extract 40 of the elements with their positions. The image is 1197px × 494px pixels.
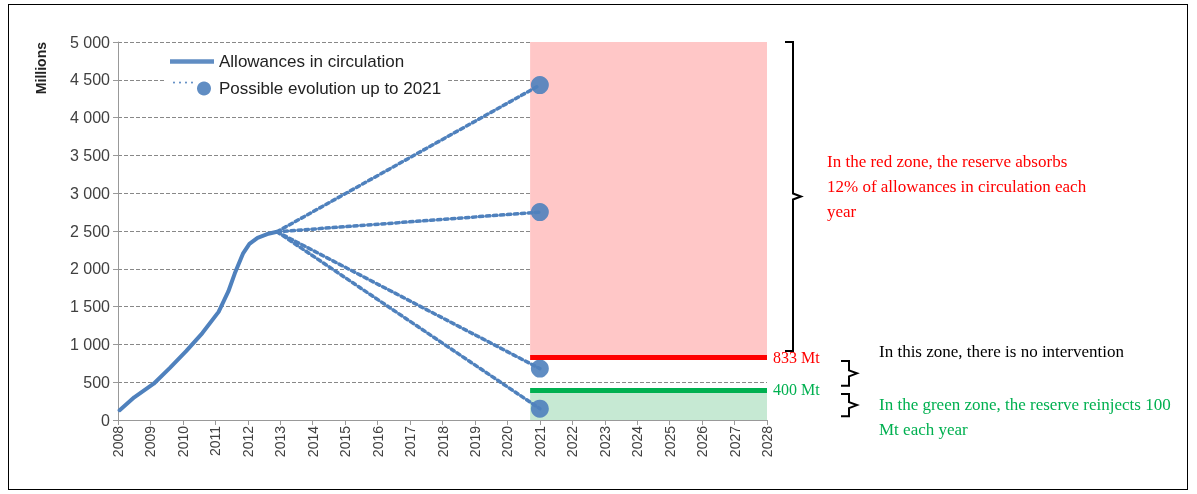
text: In the red zone, the reserve absorbs 12% of allowances in circulation each year xyxy=(827,151,1088,223)
x-tick-label: 2013 xyxy=(272,425,289,458)
x-tick-label: 2026 xyxy=(694,425,711,458)
x-tick-label: 2019 xyxy=(466,425,483,458)
y-tick-label: 1 000 xyxy=(69,335,111,353)
x-tick-label: 2022 xyxy=(564,425,581,458)
x-tick-label: 2010 xyxy=(174,425,191,458)
x-tick-label: 2012 xyxy=(239,425,256,458)
x-tick-label: 2020 xyxy=(499,425,516,458)
text: Possible evolution up to 2021 xyxy=(219,79,442,98)
x-tick-label: 2016 xyxy=(369,425,386,458)
y-axis-title: Millions xyxy=(33,41,49,95)
y-tick-label: 3 500 xyxy=(69,146,111,164)
x-tick-label: 2011 xyxy=(207,425,224,457)
y-tick-label: 5 000 xyxy=(69,33,111,51)
x-tick-label: 2015 xyxy=(337,425,354,458)
x-tick-label: 2023 xyxy=(596,425,613,458)
x-tick-label: 2008 xyxy=(110,425,126,458)
x-tick-label: 2018 xyxy=(434,425,451,458)
ref-line-label: 400 Mt xyxy=(773,381,821,399)
y-tick-label: 4 500 xyxy=(69,71,111,89)
text: In this zone, there is no intervention xyxy=(879,341,1126,363)
y-tick-label: 4 000 xyxy=(69,109,111,127)
y-tick-label: 2 500 xyxy=(69,222,111,240)
x-tick-label: 2028 xyxy=(759,425,775,458)
x-tick-label: 2025 xyxy=(661,425,678,458)
y-tick-label: 500 xyxy=(83,373,111,391)
x-tick-label: 2024 xyxy=(629,425,646,458)
y-tick-label: 0 xyxy=(101,411,111,429)
ref-line-label: 833 Mt xyxy=(773,348,821,366)
x-tick-label: 2021 xyxy=(531,425,548,458)
x-tick-label: 2014 xyxy=(304,425,321,458)
y-tick-label: 1 500 xyxy=(69,298,111,316)
y-tick-label: 3 000 xyxy=(69,184,111,202)
text: In the green zone, the reserve reinjects 100 Mt each year xyxy=(879,393,1172,441)
x-tick-label: 2017 xyxy=(402,425,419,458)
legend-label: Allowances in circulation xyxy=(219,52,405,71)
x-tick-label: 2027 xyxy=(726,425,743,458)
y-tick-label: 2 000 xyxy=(69,260,111,278)
x-tick-label: 2009 xyxy=(142,425,159,458)
